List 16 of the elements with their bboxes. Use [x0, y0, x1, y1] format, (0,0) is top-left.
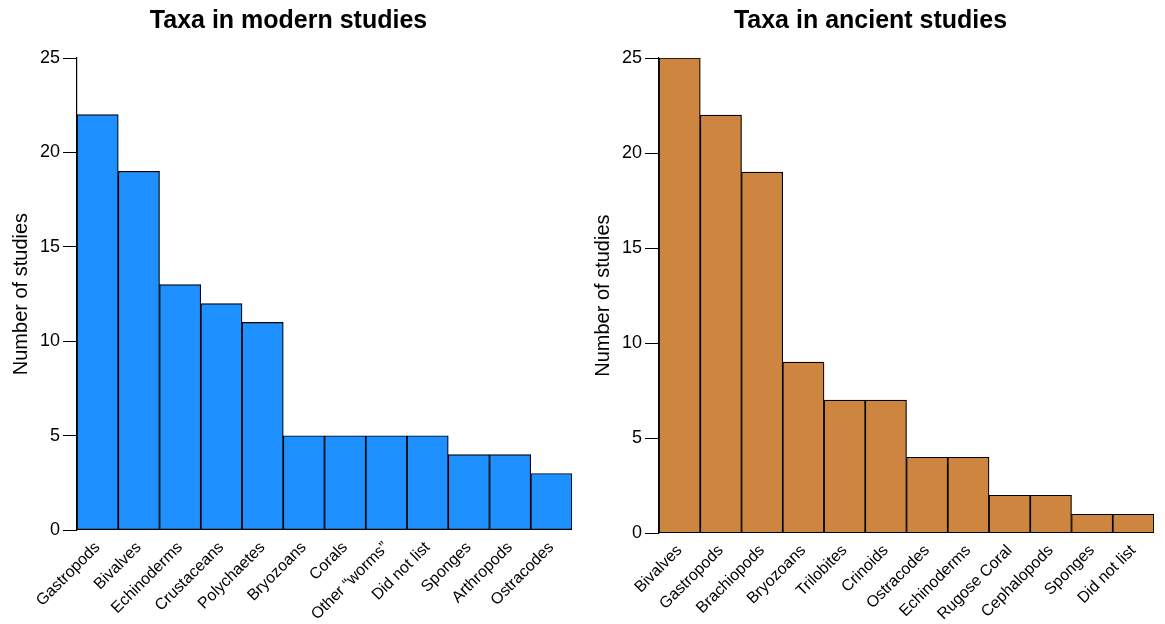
y-tick-label: 20: [39, 141, 61, 162]
y-tick-label: 15: [39, 235, 61, 256]
y-tick-label: 20: [621, 142, 643, 163]
chart-title: Taxa in ancient studies: [733, 4, 1008, 33]
y-tick-label: 10: [39, 330, 61, 351]
y-tick-label: 0: [50, 519, 61, 540]
y-tick-label: 0: [632, 522, 643, 543]
y-tick-label: 5: [632, 427, 643, 448]
y-tick-label: 10: [621, 332, 643, 353]
y-axis-title: Number of studies: [590, 214, 613, 377]
y-axis-title: Number of studies: [8, 212, 31, 376]
chart-title: Taxa in modern studies: [149, 4, 428, 33]
y-tick-label: 25: [39, 46, 61, 67]
y-tick-label: 5: [50, 424, 61, 445]
y-tick-label: 15: [621, 237, 643, 258]
y-tick-label: 25: [621, 46, 643, 67]
